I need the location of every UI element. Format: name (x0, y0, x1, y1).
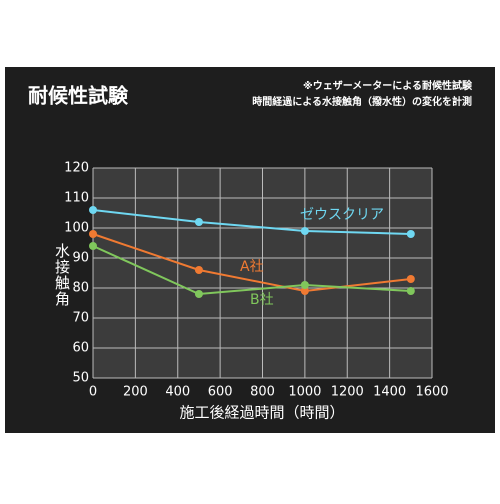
y-axis-label: 水接触角 (53, 243, 71, 307)
note: ※ウェザーメーターによる耐候性試験 (303, 79, 473, 92)
x-tick-label: 800 (250, 385, 275, 400)
series-label: ゼウスクリア (300, 207, 384, 223)
y-tick-label: 70 (72, 311, 89, 326)
x-tick-label: 1600 (415, 385, 448, 400)
x-tick-label: 600 (208, 385, 233, 400)
y-tick-label: 50 (72, 371, 89, 386)
y-tick-label: 110 (64, 191, 89, 206)
x-tick-label: 1000 (288, 385, 321, 400)
series-line (92, 245, 411, 296)
y-tick-label: 60 (72, 341, 89, 356)
x-tick-label: 400 (165, 385, 190, 400)
data-point (89, 242, 97, 250)
data-point (406, 230, 415, 238)
series-line (92, 209, 411, 235)
y-tick-label: 80 (72, 281, 89, 296)
x-tick-label: 200 (123, 385, 148, 400)
data-point (194, 218, 203, 226)
x-axis-label: 施工後経過時間（時間） (179, 404, 344, 422)
data-point (300, 227, 309, 235)
data-point (89, 206, 97, 214)
y-tick-label: 90 (72, 251, 89, 266)
y-tick-label: 100 (64, 221, 89, 236)
data-point (300, 281, 309, 289)
series-label: A社 (240, 259, 264, 275)
data-point (300, 287, 309, 295)
series-line (92, 233, 411, 293)
data-point (194, 290, 203, 298)
data-point (406, 275, 415, 283)
data-point (406, 287, 415, 295)
series-label: B社 (250, 292, 274, 308)
x-tick-label: 1400 (373, 385, 406, 400)
x-tick-label: 0 (89, 385, 97, 400)
chart-title: 耐候性試験 (28, 84, 129, 108)
note: 時間経過による水接触角（撥水性）の変化を計測 (252, 95, 472, 108)
y-tick-label: 120 (64, 161, 89, 176)
data-point (89, 230, 97, 238)
x-tick-label: 1200 (331, 385, 364, 400)
data-point (194, 266, 203, 274)
